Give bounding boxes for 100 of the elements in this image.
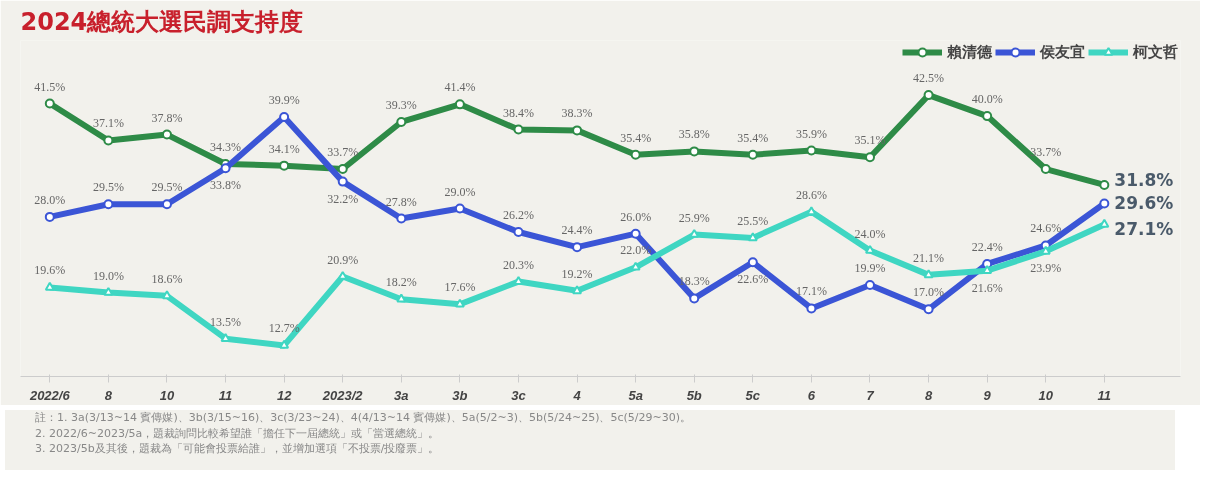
data-label: 18.6%: [151, 271, 183, 286]
data-label: 33.8%: [210, 178, 242, 193]
point: [396, 293, 407, 303]
point: [923, 269, 934, 279]
x-tick-label: 7: [866, 387, 875, 403]
data-label: 42.5%: [913, 71, 945, 86]
x-tick-label: 10: [159, 387, 175, 403]
data-label: 40.0%: [971, 92, 1003, 107]
point: [747, 149, 758, 160]
data-label: 35.9%: [795, 126, 827, 141]
data-label: 28.6%: [795, 187, 827, 202]
point: [279, 111, 290, 122]
data-label: 34.1%: [268, 141, 300, 156]
data-label: 37.1%: [92, 116, 124, 131]
x-tick-label: 8: [104, 387, 113, 403]
point: [1099, 179, 1110, 190]
point: [572, 242, 583, 253]
x-tick-label: 5a: [628, 387, 643, 403]
point: [572, 285, 583, 295]
data-label: 17.6%: [444, 280, 476, 295]
data-label: 31.8%: [1114, 169, 1174, 190]
data-label: 35.4%: [737, 130, 769, 145]
data-label: 33.7%: [1030, 145, 1062, 160]
x-tick-label: 4: [572, 387, 582, 403]
data-label: 17.0%: [913, 285, 945, 300]
data-label: 19.0%: [92, 268, 124, 283]
x-tick-label: 3b: [452, 387, 468, 403]
text: 註：1. 3a(3/13~14 賓傳媒)、3b(3/15~16)、3c(3/23~24)、4(4/13~14 賓傳媒)、5a(5/2~3)、5b(5/24~25)、5c(5/29~30)。: [35, 411, 692, 424]
point: [103, 286, 114, 296]
data-label: 29.5%: [92, 180, 124, 195]
point: [161, 199, 172, 210]
data-label: 21.6%: [971, 280, 1003, 295]
data-label: 24.4%: [561, 223, 593, 238]
point: [103, 199, 114, 210]
x-tick-label: 10: [1038, 387, 1054, 403]
point: [513, 227, 524, 238]
x-tick-label: 11: [218, 387, 233, 403]
legend-label: 侯友宜: [1040, 42, 1085, 62]
data-label: 24.0%: [854, 226, 886, 241]
point: [44, 98, 55, 109]
point: [396, 213, 407, 224]
x-tick-label: 12: [276, 387, 293, 403]
point: [279, 339, 290, 349]
x-tick-label: 8: [924, 387, 933, 403]
data-label: 20.3%: [502, 257, 534, 272]
point: [161, 129, 172, 140]
point: [630, 228, 641, 239]
point: [279, 160, 290, 171]
point: [923, 90, 934, 101]
data-label: 39.3%: [385, 97, 417, 112]
data-label: 18.2%: [385, 275, 417, 290]
point: [630, 149, 641, 160]
data-label: 39.9%: [268, 92, 300, 107]
data-label: 24.6%: [1030, 221, 1062, 236]
data-label: 37.8%: [151, 110, 183, 125]
legend-label: 柯文哲: [1133, 42, 1178, 62]
data-label: 38.3%: [561, 106, 593, 121]
data-label: 41.4%: [444, 80, 476, 95]
text: 2. 2022/6~2023/5a，題裁詢問比較希望誰「擔任下一屆總統」或「當選總統」。: [35, 426, 440, 440]
data-label: 34.3%: [210, 139, 242, 154]
data-label: 27.8%: [385, 194, 417, 209]
data-label: 38.4%: [502, 105, 534, 120]
data-label: 25.5%: [737, 213, 769, 228]
data-label: 23.9%: [1030, 261, 1062, 276]
data-label: 28.0%: [34, 192, 66, 207]
point: [44, 281, 55, 291]
data-label: 27.1%: [1114, 219, 1174, 240]
data-label: 35.8%: [678, 127, 710, 142]
x-tick-label: 6: [807, 387, 816, 403]
point: [689, 146, 700, 157]
data-label: 32.2%: [327, 191, 359, 206]
data-label: 19.2%: [561, 266, 593, 281]
data-label: 21.1%: [913, 250, 945, 265]
data-label: 20.9%: [327, 252, 359, 267]
data-label: 19.9%: [854, 260, 886, 275]
data-label: 18.3%: [678, 274, 710, 289]
x-tick-label: 3a: [394, 387, 409, 403]
point: [161, 290, 172, 300]
data-label: 29.6%: [1114, 193, 1174, 214]
point: [454, 298, 465, 308]
point: [806, 145, 817, 156]
point: [103, 135, 114, 146]
x-tick-label: 5b: [686, 387, 702, 403]
point: [396, 116, 407, 127]
x-tick-label: 11: [1097, 387, 1112, 403]
data-label: 22.6%: [737, 272, 769, 287]
x-tick-label: 2022/6: [28, 387, 71, 403]
point: [982, 111, 993, 122]
point: [513, 124, 524, 135]
data-label: 29.5%: [151, 180, 183, 195]
point: [220, 163, 231, 174]
data-label: 41.5%: [34, 79, 66, 94]
point: [337, 164, 348, 175]
point: [747, 232, 758, 242]
legend-label: 賴清德: [947, 42, 992, 62]
data-label: 29.0%: [444, 184, 476, 199]
point: [572, 125, 583, 136]
data-label: 19.6%: [34, 263, 66, 278]
point: [1099, 198, 1110, 209]
data-label: 17.1%: [795, 284, 827, 299]
